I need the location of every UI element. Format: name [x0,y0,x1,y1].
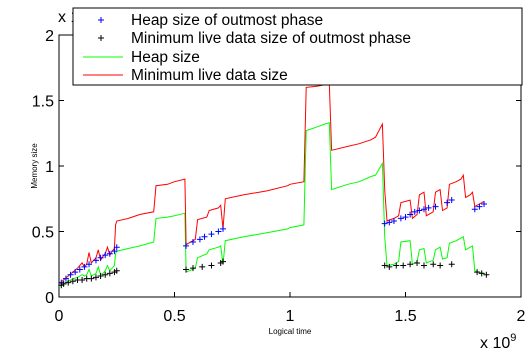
x-tick-label: 1 [286,308,295,325]
series-layer [58,84,489,289]
x-tick-label: 1.5 [394,308,416,325]
series-point-0 [472,206,478,212]
series-point-1 [400,263,406,269]
series-point-0 [197,236,203,242]
y-tick-label: 1 [45,159,54,176]
series-point-0 [72,269,78,275]
series-point-1 [199,264,205,270]
legend-label-3: Minimum live data size [131,67,288,84]
x-multiplier-label: x 10 [480,335,510,350]
series-point-0 [444,200,450,206]
series-point-1 [430,261,436,267]
x-tick-label: 0 [55,308,64,325]
y-tick-label: 1.5 [32,94,54,111]
x-axis-multiplier: x 109 [480,332,516,350]
x-axis-label: Logical time [269,327,312,336]
series-point-1 [208,263,214,269]
series-point-1 [107,270,113,276]
series-point-1 [437,263,443,269]
y-axis-label: Memory size [30,143,39,189]
series-point-0 [102,252,108,258]
legend-label-1: Minimum live data size of outmost phase [131,30,411,47]
series-point-0 [449,197,455,203]
x-tick-label: 2 [517,308,526,325]
y-tick-label: 0 [45,290,54,307]
series-point-0 [220,226,226,232]
series-line-2 [59,123,484,287]
series-point-1 [88,276,94,282]
series-point-1 [449,261,455,267]
series-point-0 [215,229,221,235]
legend-label-2: Heap size [131,49,200,66]
series-line-3 [59,84,484,284]
series-point-0 [476,204,482,210]
series-point-1 [79,277,85,283]
series-point-1 [393,263,399,269]
series-point-0 [208,231,214,237]
series-point-1 [414,260,420,266]
series-point-1 [479,270,485,276]
x-multiplier-exponent: 9 [510,332,516,344]
series-point-0 [93,257,99,263]
series-point-1 [483,272,489,278]
series-point-1 [70,278,76,284]
series-point-0 [398,215,404,221]
series-point-0 [202,234,208,240]
series-point-0 [403,214,409,220]
x-tick-label: 0.5 [163,308,185,325]
y-tick-label: 0.5 [32,225,54,242]
y-tick-label: 2 [45,28,54,45]
series-point-1 [93,274,99,280]
legend-label-0: Heap size of outmost phase [131,12,323,29]
series-point-0 [426,205,432,211]
series-point-0 [481,201,487,207]
series-point-0 [98,255,104,261]
